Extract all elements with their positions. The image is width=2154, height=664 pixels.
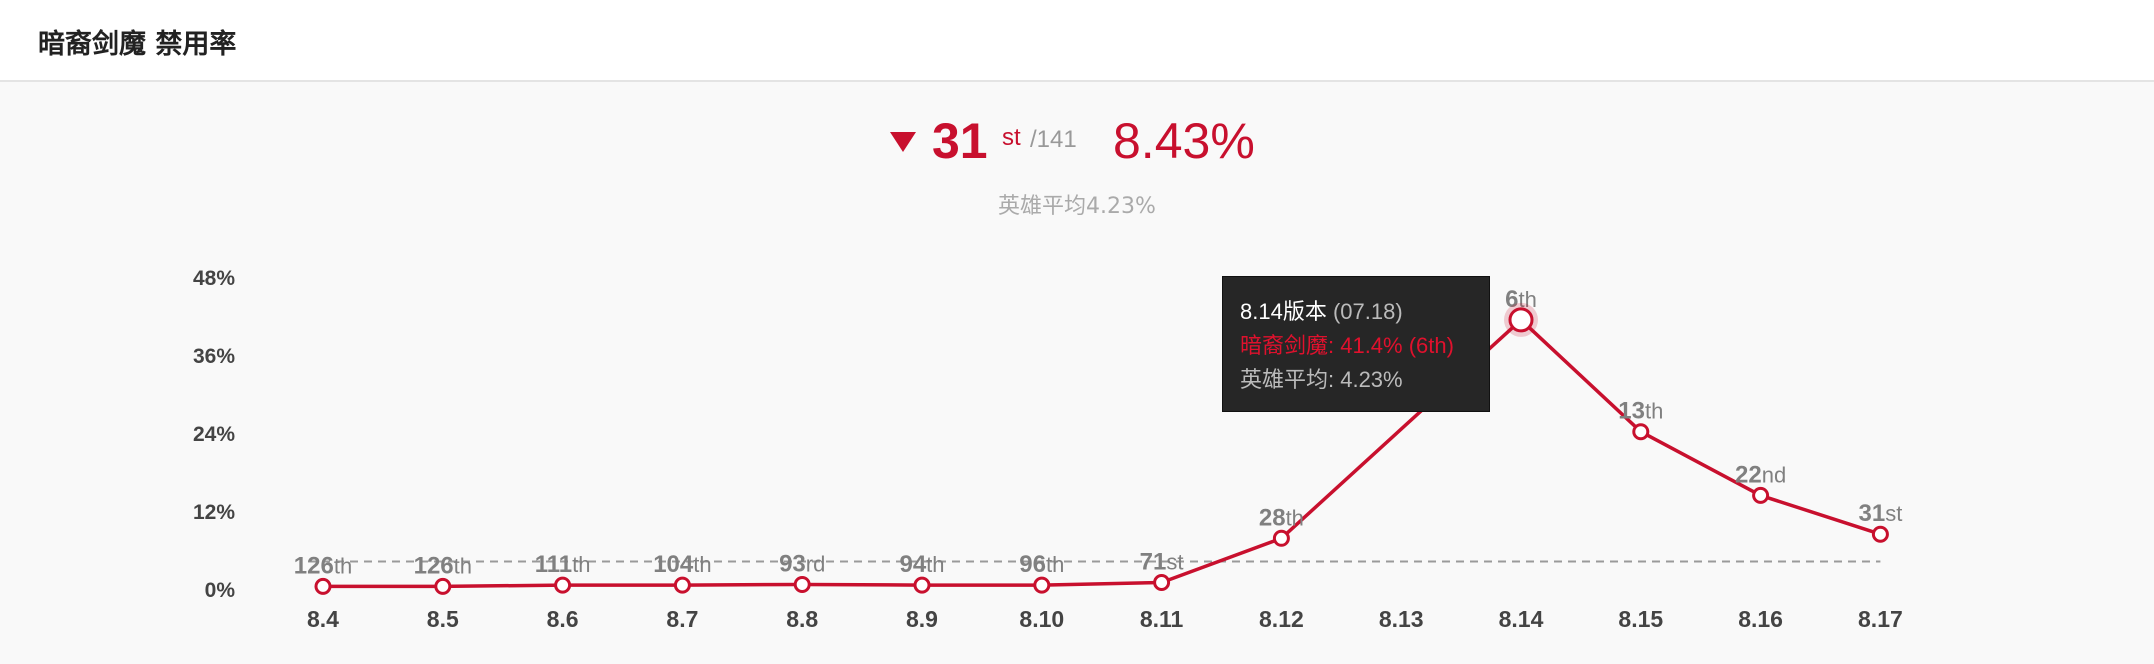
x-tick-label: 8.12 [1259, 606, 1304, 632]
y-tick-label: 36% [193, 345, 235, 368]
tooltip-hero-line: 暗裔剑魔: 41.4% (6th) [1240, 333, 1454, 358]
rank-data-label: 28th [1259, 504, 1304, 531]
x-tick-label: 8.9 [906, 606, 938, 632]
x-tick-label: 8.8 [786, 606, 818, 632]
tooltip-version-line: 8.14版本 (07.18) [1240, 295, 1489, 329]
ban-rate-summary: 31 st /141 8.43% [0, 110, 2154, 170]
page-header: 暗裔剑魔 禁用率 [0, 0, 2154, 82]
data-point [1272, 529, 1290, 547]
x-tick-label: 8.4 [307, 606, 339, 632]
rank-data-label: 31st [1858, 500, 1902, 527]
ban-rate-value: 8.43% [1113, 113, 1255, 169]
highlighted-data-point [1508, 307, 1534, 333]
data-point [1871, 525, 1889, 543]
data-point [434, 577, 452, 595]
y-tick-label: 12% [193, 501, 235, 524]
rank-number: 31 [932, 113, 988, 169]
data-point [793, 575, 811, 593]
x-tick-label: 8.13 [1379, 606, 1424, 632]
data-point [1632, 423, 1650, 441]
rank-data-label: 94th [899, 551, 944, 578]
tooltip-average-line: 英雄平均: 4.23% [1240, 367, 1403, 392]
data-point-tooltip: 8.14版本 (07.18) 暗裔剑魔: 41.4% (6th) 英雄平均: 4… [1222, 276, 1490, 412]
rank-data-label: 104th [653, 551, 711, 578]
data-point [673, 576, 691, 594]
data-point [913, 576, 931, 594]
x-tick-label: 8.7 [666, 606, 698, 632]
data-point [1752, 486, 1770, 504]
data-point [554, 576, 572, 594]
x-tick-label: 8.16 [1738, 606, 1783, 632]
rank-data-label: 126th [294, 552, 352, 579]
hero-average-text: 英雄平均4.23% [998, 194, 1156, 219]
x-tick-label: 8.17 [1858, 606, 1903, 632]
data-point [1033, 576, 1051, 594]
y-tick-label: 24% [193, 423, 235, 446]
rank-data-label: 111th [535, 551, 591, 578]
x-tick-label: 8.15 [1618, 606, 1663, 632]
data-point [1153, 574, 1171, 591]
x-tick-label: 8.6 [547, 606, 579, 632]
y-tick-label: 48% [193, 267, 235, 290]
series-line [323, 318, 1881, 589]
rank-data-label: 126th [414, 552, 472, 579]
rank-data-label: 22nd [1735, 461, 1786, 488]
rank-total: /141 [1030, 126, 1077, 153]
rank-data-label: 96th [1019, 551, 1064, 578]
x-tick-label: 8.10 [1019, 606, 1064, 632]
x-tick-label: 8.5 [427, 606, 459, 632]
tooltip-version: 8.14版本 [1240, 299, 1327, 324]
rank-data-label: 93rd [779, 550, 825, 577]
x-tick-label: 8.14 [1499, 606, 1544, 632]
rank-data-label: 6th [1505, 286, 1537, 313]
rank-suffix: st [1002, 124, 1021, 151]
rank-down-arrow-icon [890, 132, 916, 152]
y-tick-label: 0% [205, 579, 236, 602]
tooltip-date: (07.18) [1332, 299, 1403, 324]
page-title: 暗裔剑魔 禁用率 [38, 29, 237, 60]
data-point [314, 577, 332, 595]
rank-data-label: 71st [1140, 549, 1184, 576]
x-tick-label: 8.11 [1140, 606, 1184, 632]
rank-data-label: 13th [1618, 398, 1663, 425]
